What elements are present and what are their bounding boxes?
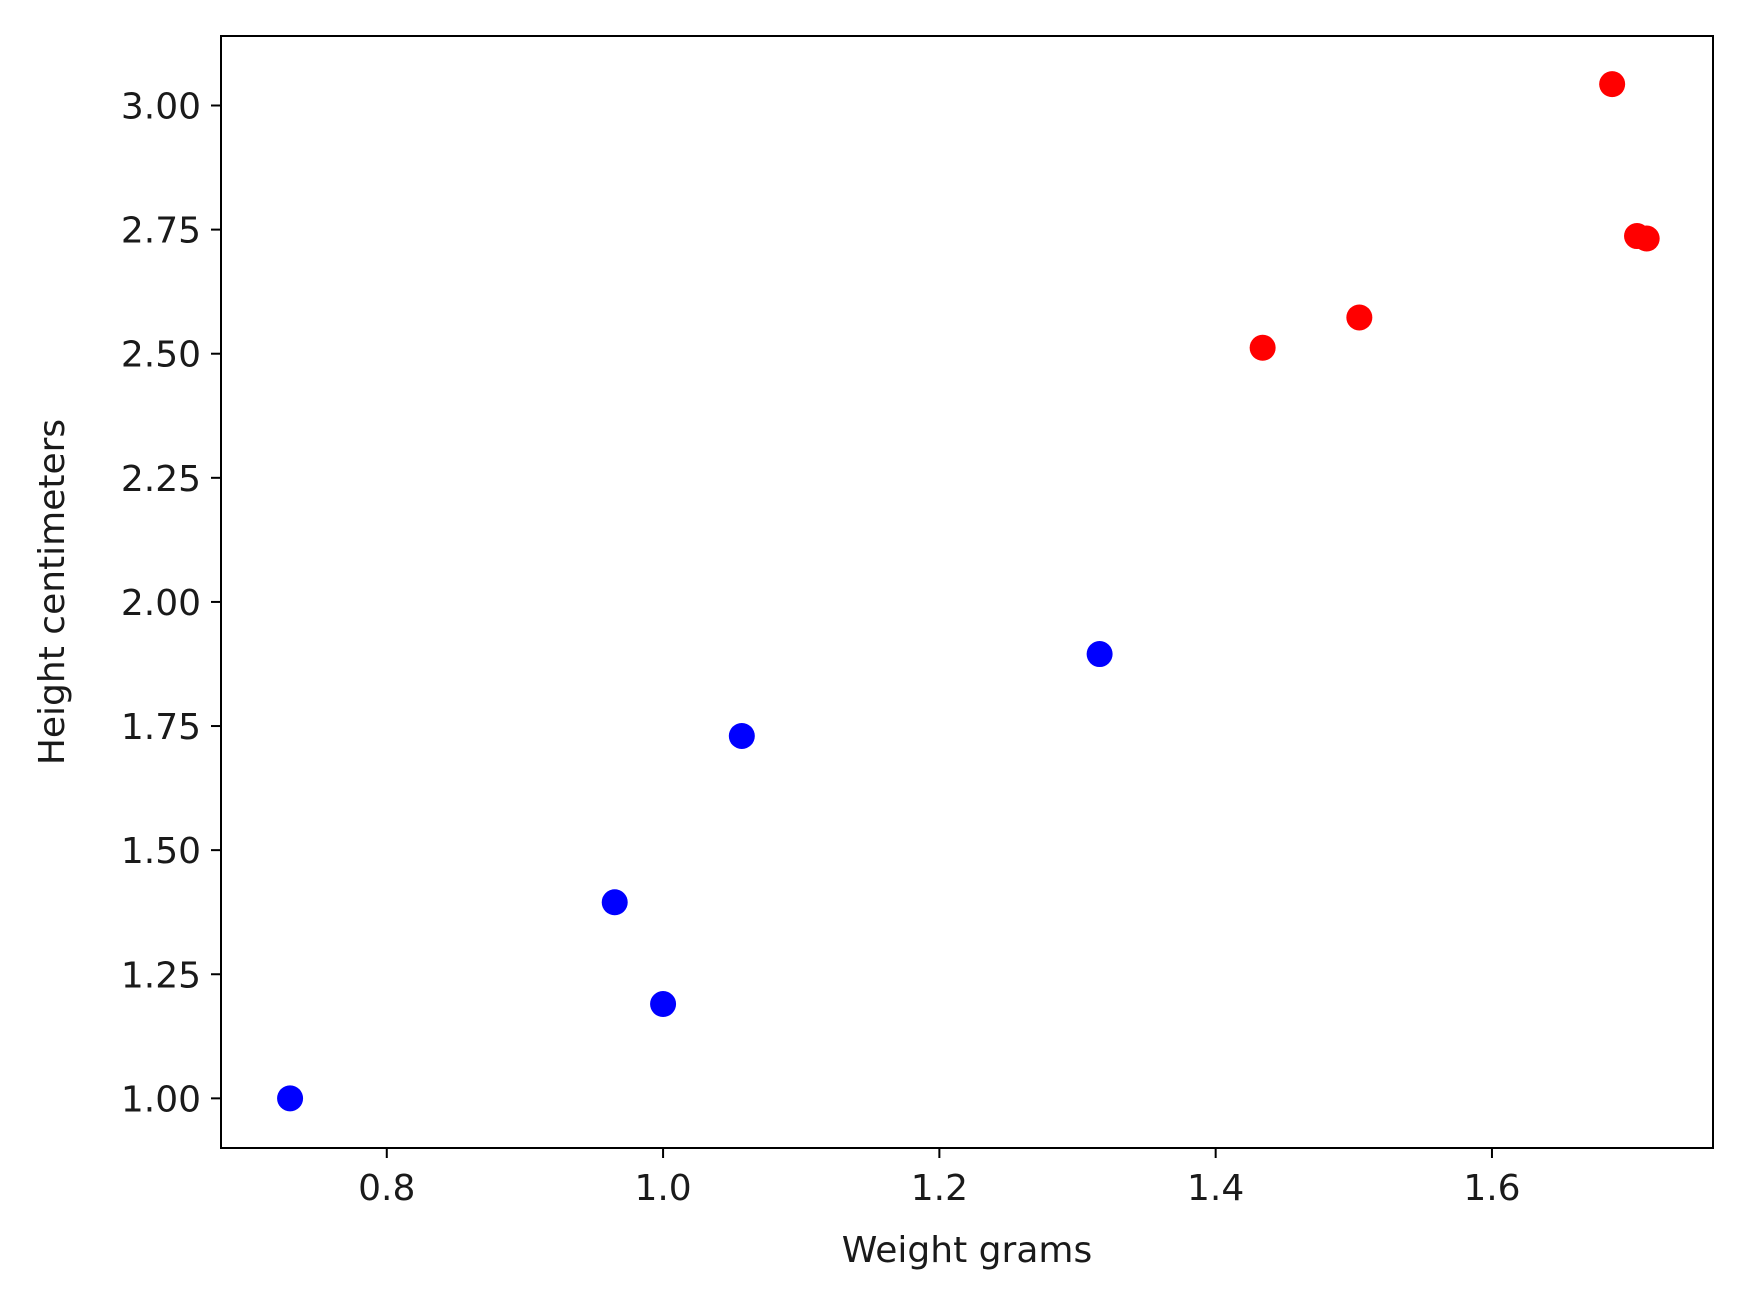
y-tick-label: 2.00 [121, 583, 201, 624]
data-point [728, 722, 755, 749]
x-axis-label: Weight grams [842, 1230, 1092, 1271]
y-axis-label: Height centimeters [32, 419, 73, 765]
data-point [1346, 304, 1373, 331]
x-tick-label: 1.4 [1187, 1168, 1244, 1209]
data-point [1086, 641, 1113, 668]
y-tick-label: 1.50 [121, 831, 201, 872]
data-point [650, 991, 677, 1018]
x-tick-label: 0.8 [358, 1168, 415, 1209]
y-tick-label: 1.00 [121, 1079, 201, 1120]
y-tick-label: 2.25 [121, 459, 201, 500]
x-tick-label: 1.6 [1463, 1168, 1520, 1209]
y-tick-label: 2.75 [121, 211, 201, 252]
y-tick-label: 1.75 [121, 707, 201, 748]
x-tick-label: 1.2 [911, 1168, 968, 1209]
ticks-layer: 0.8 1.0 1.2 1.4 1.6 1.00 1.25 1.50 1.75 2.00 2.25 2… [121, 87, 1521, 1210]
data-point [1249, 334, 1276, 361]
data-point [277, 1085, 304, 1112]
x-tick-label: 1.0 [634, 1168, 691, 1209]
y-tick-label: 3.00 [121, 87, 201, 128]
y-tick-label: 2.50 [121, 335, 201, 376]
y-tick-label: 1.25 [121, 955, 201, 996]
plot-area-frame [220, 35, 1714, 1149]
data-point [1633, 225, 1660, 252]
data-point [1599, 71, 1626, 98]
points-layer [277, 71, 1660, 1112]
data-point [601, 889, 628, 916]
